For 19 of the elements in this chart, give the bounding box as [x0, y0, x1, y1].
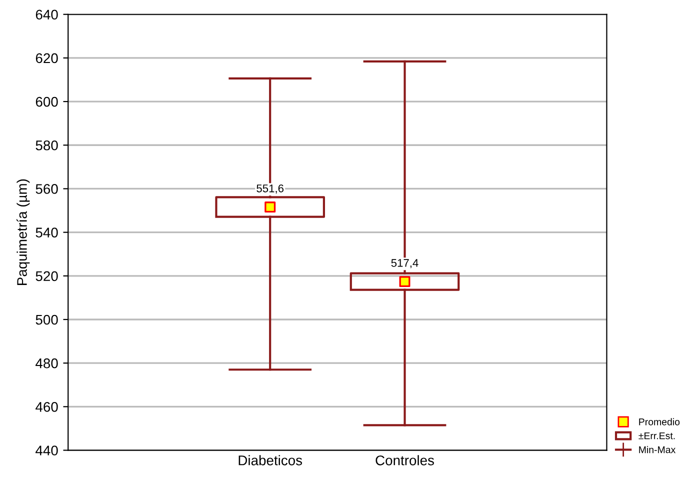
y-tick-label: 600: [36, 96, 58, 107]
data-label: 517,4: [391, 259, 418, 268]
legend-label: ±Err.Est.: [638, 432, 675, 440]
y-tick-label: 540: [36, 228, 58, 238]
legend-label: Promedio: [639, 418, 680, 426]
y-axis-title: Paquimetría (µm): [16, 179, 30, 285]
y-tick-label: 520: [36, 271, 58, 282]
y-tick-label: 640: [36, 10, 58, 20]
data-label: 551,6: [256, 184, 284, 194]
x-tick-label: Controles: [376, 455, 434, 466]
y-tick-label: 440: [36, 446, 58, 456]
y-tick-label: 480: [36, 358, 58, 368]
x-tick-label: Diabeticos: [238, 455, 302, 466]
y-tick-label: 580: [36, 140, 58, 150]
y-tick-label: 620: [36, 53, 58, 64]
y-tick-label: 460: [36, 402, 58, 412]
y-tick-label: 560: [36, 184, 58, 194]
text: Min-Max: [639, 446, 676, 454]
y-tick-label: 500: [36, 314, 58, 325]
